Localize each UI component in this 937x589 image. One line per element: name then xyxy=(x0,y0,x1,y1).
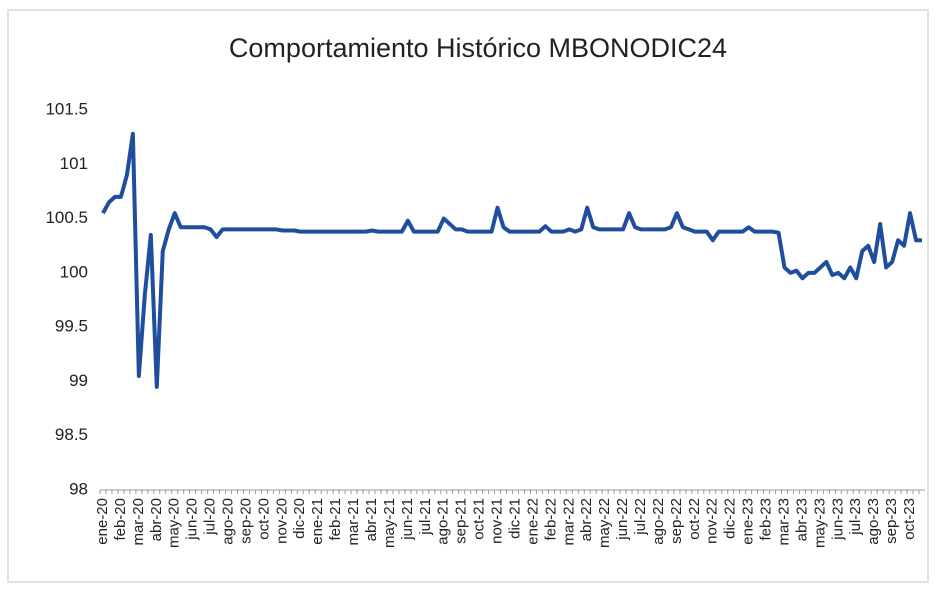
y-tick-label: 101.5 xyxy=(45,99,88,118)
x-tick-label: nov-20 xyxy=(273,498,290,544)
x-tick-label: jul-22 xyxy=(632,498,649,536)
x-tick-label: nov-22 xyxy=(704,498,721,544)
x-tick-label: sep-20 xyxy=(237,498,254,544)
chart-title: Comportamiento Histórico MBONODIC24 xyxy=(229,33,727,63)
x-tick-label: abr-21 xyxy=(363,498,380,541)
x-tick-label: jul-21 xyxy=(417,498,434,536)
y-tick-label: 101 xyxy=(60,154,88,173)
x-tick-label: feb-21 xyxy=(327,498,344,541)
x-tick-label: mar-20 xyxy=(130,498,147,546)
x-tick-label: mar-22 xyxy=(560,498,577,546)
data-line xyxy=(101,131,923,389)
x-tick-label: jun-22 xyxy=(614,498,631,541)
x-tick-label: ene-23 xyxy=(740,498,757,545)
x-tick-label: mar-21 xyxy=(345,498,362,546)
y-tick-label: 99.5 xyxy=(55,317,88,336)
x-tick-label: ene-22 xyxy=(524,498,541,545)
x-tick-label: feb-20 xyxy=(112,498,129,541)
x-tick-label: jul-20 xyxy=(202,498,219,536)
x-tick-label: abr-20 xyxy=(148,498,165,541)
x-tick-label: jun-23 xyxy=(829,498,846,541)
x-tick-label: dic-21 xyxy=(506,498,523,539)
x-tick-label: abr-22 xyxy=(578,498,595,541)
x-tick-label: jun-20 xyxy=(184,498,201,541)
x-tick-label: sep-23 xyxy=(883,498,900,544)
x-tick-label: abr-23 xyxy=(793,498,810,541)
x-tick-label: mar-23 xyxy=(775,498,792,546)
x-tick-label: dic-22 xyxy=(722,498,739,539)
x-tick-label: sep-22 xyxy=(668,498,685,544)
x-tick-label: nov-21 xyxy=(489,498,506,544)
x-tick-label: oct-20 xyxy=(255,498,272,540)
x-tick-label: ago-20 xyxy=(220,498,237,545)
x-tick-label: ago-22 xyxy=(650,498,667,545)
x-tick-label: dic-20 xyxy=(291,498,308,539)
x-tick-label: may-21 xyxy=(381,498,398,548)
x-tick-label: ene-21 xyxy=(309,498,326,545)
x-tick-label: sep-21 xyxy=(453,498,470,544)
y-tick-label: 98 xyxy=(69,479,88,498)
x-tick-label: may-22 xyxy=(596,498,613,548)
x-tick-label: may-23 xyxy=(811,498,828,548)
x-tick-label: oct-22 xyxy=(686,498,703,540)
x-tick-label: oct-21 xyxy=(471,498,488,540)
y-tick-label: 100 xyxy=(60,262,88,281)
y-tick-label: 99 xyxy=(69,371,88,390)
y-tick-label: 100.5 xyxy=(45,208,88,227)
x-tick-label: jul-23 xyxy=(847,498,864,536)
x-tick-label: jun-21 xyxy=(399,498,416,541)
x-tick-label: ago-21 xyxy=(435,498,452,545)
x-tick-label: ene-20 xyxy=(94,498,111,545)
x-tick-label: ago-23 xyxy=(865,498,882,545)
x-tick-label: feb-22 xyxy=(542,498,559,541)
x-tick-label: feb-23 xyxy=(758,498,775,541)
y-tick-label: 98.5 xyxy=(55,425,88,444)
x-tick-label: oct-23 xyxy=(901,498,918,540)
x-tick-label: may-20 xyxy=(166,498,183,548)
